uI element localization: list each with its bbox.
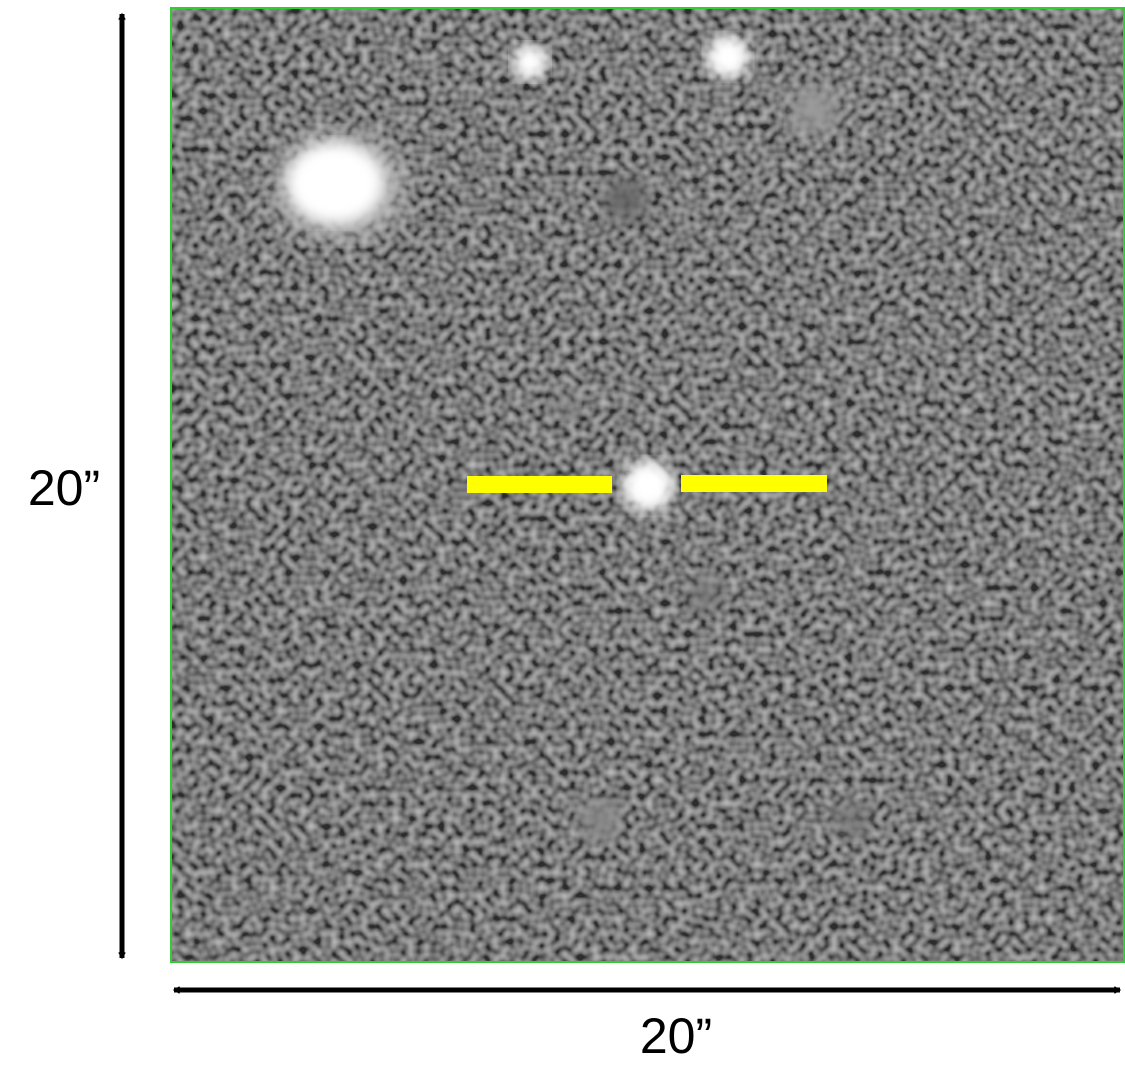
- star: [551, 391, 579, 419]
- star: [512, 44, 548, 80]
- stars: [278, 35, 870, 842]
- horizontal-scale-label: 20”: [640, 1008, 712, 1064]
- star: [789, 84, 841, 136]
- star: [834, 802, 870, 838]
- vertical-scale-label: 20”: [28, 460, 100, 516]
- target-star: [622, 460, 674, 512]
- star: [287, 143, 383, 223]
- image-border: [170, 7, 1125, 963]
- star: [578, 798, 622, 842]
- star: [706, 35, 750, 79]
- marker-bar-left: [467, 476, 612, 493]
- star: [687, 577, 723, 613]
- sky-image: [171, 8, 1124, 962]
- star: [603, 178, 647, 222]
- marker-bar-right: [681, 475, 827, 492]
